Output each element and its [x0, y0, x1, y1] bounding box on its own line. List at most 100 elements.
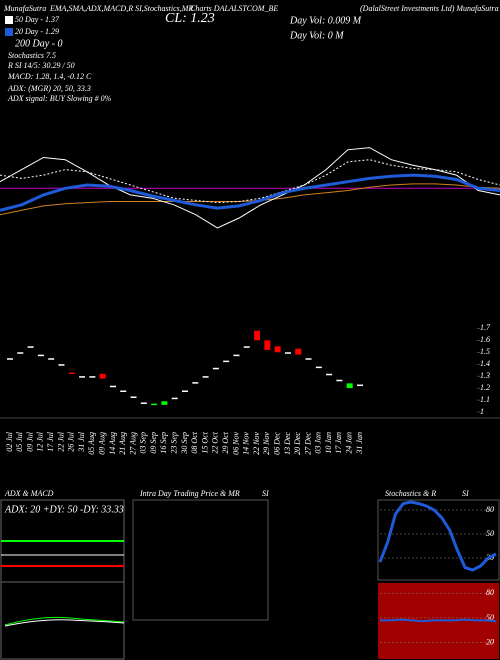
x-tick-label: 27 Dec [303, 432, 312, 455]
adx-values: ADX: 20 +DY: 50 -DY: 33.33 [4, 504, 124, 515]
candle-body [37, 354, 44, 357]
y-tick-label: 1.6 [480, 335, 490, 344]
symbol: Charts DALALSTCOM_BE [190, 4, 278, 13]
x-tick-label: 20 Dec [293, 432, 302, 455]
indicators: EMA,SMA,ADX,MACD,R SI,Stochastics,MR [49, 4, 193, 13]
x-tick-label: 09 Aug [97, 432, 106, 455]
y-tick-label: 1.1 [480, 395, 490, 404]
candle-body [336, 379, 343, 382]
x-tick-label: 23 Sep [170, 432, 179, 454]
y-tick-label: 50 [486, 613, 494, 622]
candle-body [99, 373, 106, 379]
candle-body [274, 346, 281, 353]
candle-body [17, 352, 24, 354]
day-vol: Day Vol: 0 M [289, 30, 344, 41]
legend-swatch [5, 28, 13, 36]
candle-body [346, 383, 353, 389]
adx-panel [0, 499, 125, 660]
x-tick-label: 08 Oct [190, 431, 199, 453]
panel-title: Stochastics & R [385, 489, 436, 498]
candle-body [357, 384, 363, 387]
x-tick-label: 06 Dec [272, 432, 281, 455]
candle-body [212, 367, 219, 370]
candle-body [305, 358, 312, 360]
y-tick-label: 20 [486, 637, 494, 646]
series-line [0, 147, 500, 229]
site: MunafaSutra [3, 4, 46, 13]
series-line [0, 159, 500, 204]
x-tick-label: 16 Sep [159, 432, 168, 454]
y-tick-label: 1.3 [480, 371, 490, 380]
x-tick-label: 24 Jan [345, 432, 354, 454]
close: CL: 1.23 [165, 11, 215, 26]
candle-body [315, 366, 322, 369]
series-line [380, 618, 497, 623]
x-tick-label: 31 Jul [77, 431, 86, 453]
day-vol: Day Vol: 0.009 M [289, 15, 362, 26]
x-tick-label: 03 Sep [139, 432, 148, 454]
candle-body [109, 385, 116, 388]
x-tick-label: 22 Jul [56, 431, 65, 452]
candle-body [233, 354, 240, 357]
x-tick-label: 06 Nov [231, 432, 240, 455]
candle-body [284, 352, 291, 354]
legend-label: 50 Day - 1.37 [15, 15, 60, 24]
x-tick-label: 29 Oct [221, 431, 230, 453]
candle-body [171, 397, 178, 400]
candle-body [7, 358, 13, 360]
macd: MACD: 1.28, 1.4, -0.12 C [7, 72, 92, 81]
candle-body [202, 376, 209, 378]
series-line [378, 500, 497, 572]
series-line [0, 183, 500, 216]
company: (DalalStreet Investments Ltd) MunafaSutr… [360, 4, 499, 13]
panel-title: SI [462, 489, 469, 498]
y-tick-label: 1.4 [480, 359, 490, 368]
x-tick-label: 03 Jan [314, 432, 323, 454]
candle-body [192, 382, 199, 384]
adx: ADX: (MGR) 20, 50, 33.3 [7, 84, 91, 93]
candle-body [243, 346, 250, 348]
ema-200: 200 Day - 0 [15, 38, 63, 49]
candle-body [151, 403, 158, 406]
x-tick-label: 13 Dec [283, 432, 292, 455]
candle-body [182, 390, 188, 393]
x-tick-label: 21 Aug [118, 432, 127, 455]
candle-body [27, 346, 34, 348]
y-tick-label: 50 [486, 529, 494, 538]
candle-body [130, 396, 137, 398]
candle-body [68, 372, 75, 375]
panel-title: SI [262, 489, 269, 498]
x-tick-label: 12 Jul [36, 431, 45, 452]
x-tick-label: 09 Sep [149, 432, 158, 454]
macd-signal [4, 619, 125, 627]
y-tick-label: 80 [486, 588, 494, 597]
y-tick-label: 80 [486, 505, 494, 514]
y-tick-label: 1 [480, 407, 484, 416]
x-tick-label: 31 Jan [355, 432, 364, 455]
y-tick-label: 1.5 [480, 347, 490, 356]
series-line [0, 173, 500, 212]
adx-signal: ADX signal: BUY Slowing # 0% [7, 94, 112, 103]
x-tick-label: 10 Jan [324, 432, 333, 454]
panel-title: ADX & MACD [4, 489, 54, 498]
x-tick-label: 05 Aug [87, 432, 96, 455]
macd-line [4, 616, 125, 626]
x-tick-label: 09 Jul [25, 431, 34, 452]
intraday-panel [132, 499, 269, 621]
candle-body [295, 348, 302, 355]
legend-label: 20 Day - 1.29 [15, 27, 59, 36]
x-tick-label: 14 Aug [108, 432, 117, 455]
x-tick-label: 15 Oct [200, 431, 209, 453]
candle-body [48, 358, 55, 360]
candle-body [79, 376, 86, 378]
rsi: R SI 14/5: 30.29 / 50 [7, 61, 75, 70]
x-tick-label: 26 Jul [67, 431, 76, 452]
candle-body [140, 402, 147, 404]
x-tick-label: 17 Jan [334, 432, 343, 454]
x-tick-label: 14 Nov [242, 432, 251, 455]
candle-body [264, 340, 271, 350]
x-tick-label: 22 Nov [252, 432, 261, 455]
stochastics: Stochastics 7.5 [8, 51, 56, 60]
